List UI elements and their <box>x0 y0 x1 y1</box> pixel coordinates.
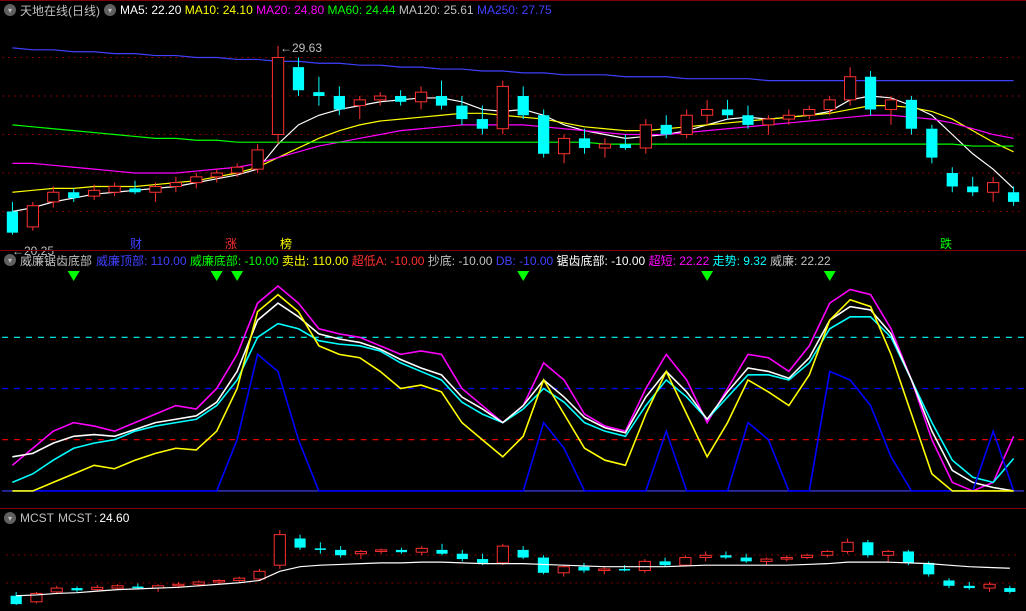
mcst-panel: ▾ MCST MCST: 24.60 <box>0 508 1026 611</box>
mcst-chart-area[interactable] <box>0 527 1026 611</box>
wr-indicator-value: 锯齿底部: -10.00 <box>557 252 646 269</box>
main-chart-header: ▾ 天地在线(日线) ▾ MA5: 22.20 MA10: 24.10 MA20… <box>0 1 1026 19</box>
settings-icon[interactable]: ▾ <box>104 4 116 16</box>
wr-title: 威廉锯齿底部 <box>20 252 92 269</box>
ma-indicator: MA250: 27.75 <box>477 3 552 17</box>
mcst-value: MCST: 24.60 <box>58 511 129 525</box>
ma-indicator: MA20: 24.80 <box>256 3 324 17</box>
main-chart-area[interactable]: ←29.63 ←20.25 财涨榜跌 <box>0 19 1026 250</box>
chart-title: 天地在线(日线) <box>20 2 100 19</box>
collapse-icon[interactable]: ▾ <box>4 512 16 524</box>
wr-indicator-value: 卖出: 110.00 <box>282 252 348 269</box>
wr-header: ▾ 威廉锯齿底部 威廉顶部: 110.00 威廉底部: -10.00 卖出: 1… <box>0 251 1026 269</box>
wr-indicator-value: 威廉顶部: 110.00 <box>96 252 186 269</box>
wr-indicator-panel: ▾ 威廉锯齿底部 威廉顶部: 110.00 威廉底部: -10.00 卖出: 1… <box>0 250 1026 508</box>
wr-chart[interactable] <box>0 269 1026 508</box>
wr-indicator-value: 抄底: -10.00 <box>428 252 493 269</box>
mcst-title: MCST <box>20 511 54 525</box>
ma-indicator: MA60: 24.44 <box>328 3 396 17</box>
wr-indicator-value: 威廉底部: -10.00 <box>190 252 279 269</box>
collapse-icon[interactable]: ▾ <box>4 4 16 16</box>
ma-indicator: MA120: 25.61 <box>399 3 474 17</box>
wr-indicator-value: 超短: 22.22 <box>649 252 710 269</box>
ma-indicator: MA5: 22.20 <box>120 3 181 17</box>
collapse-icon[interactable]: ▾ <box>4 254 16 266</box>
main-chart-panel: ▾ 天地在线(日线) ▾ MA5: 22.20 MA10: 24.10 MA20… <box>0 0 1026 250</box>
mcst-header: ▾ MCST MCST: 24.60 <box>0 509 1026 527</box>
wr-indicator-value: 走势: 9.32 <box>713 252 767 269</box>
peak-price-label: ←29.63 <box>280 41 322 55</box>
wr-indicator-value: 威廉: 22.22 <box>770 252 831 269</box>
wr-chart-area[interactable] <box>0 269 1026 508</box>
mcst-chart[interactable] <box>0 527 1026 611</box>
wr-indicator-value: 超低A: -10.00 <box>352 252 425 269</box>
ma-indicator: MA10: 24.10 <box>185 3 253 17</box>
wr-indicator-value: DB: -10.00 <box>496 254 553 268</box>
candlestick-chart[interactable] <box>0 19 1026 250</box>
